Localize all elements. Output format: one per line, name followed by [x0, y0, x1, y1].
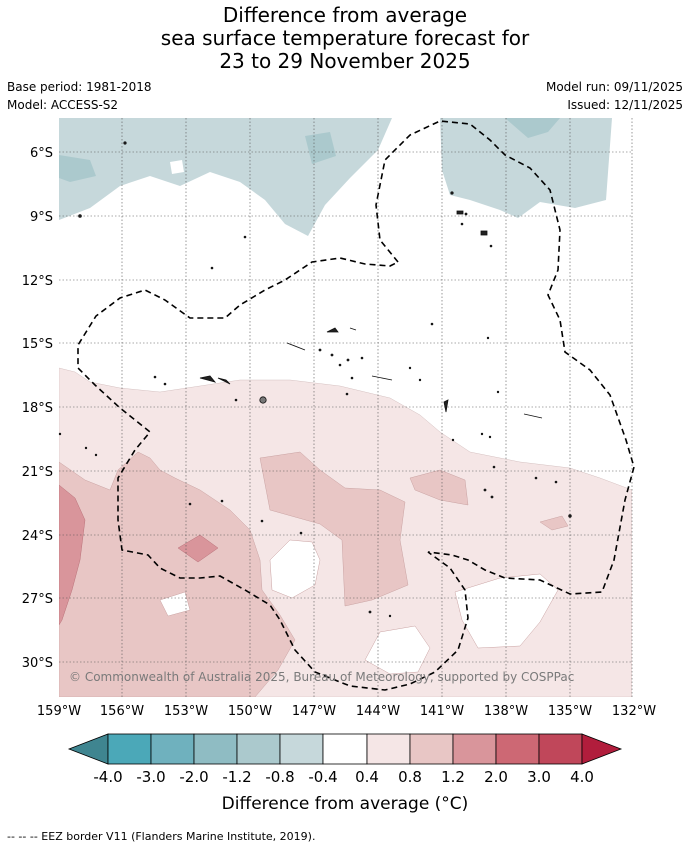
warm-region-medium-east	[409, 469, 469, 506]
copyright-text: © Commonwealth of Australia 2025, Bureau…	[69, 670, 574, 684]
chart-title: Difference from average sea surface temp…	[0, 4, 690, 73]
no-anomaly-hole-1	[269, 539, 321, 599]
base-period-text: Base period: 1981-2018	[7, 80, 152, 94]
colorbar-swatch-11	[538, 733, 583, 765]
cb-tick-6: -0.4	[308, 768, 337, 786]
colorbar-swatch-4	[236, 733, 281, 765]
colorbar-extend-left	[67, 733, 109, 765]
lat-label-30s: 30°S	[22, 656, 53, 671]
lon-label-144w: 144°W	[356, 704, 400, 719]
lat-label-9s: 9°S	[30, 210, 53, 225]
colorbar-swatch-1	[107, 733, 152, 765]
lat-label-15s: 15°S	[22, 337, 53, 352]
colorbar-title: Difference from average (°C)	[221, 794, 469, 814]
cb-tick-5: -0.8	[265, 768, 294, 786]
longitude-labels: 159°W 156°W 153°W 150°W 147°W 144°W 141°…	[37, 704, 656, 719]
islands	[58, 141, 572, 618]
model-text: Model: ACCESS-S2	[7, 98, 119, 112]
colorbar-swatch-9	[452, 733, 497, 765]
lon-label-153w: 153°W	[164, 704, 208, 719]
title-line-3: 23 to 29 November 2025	[219, 49, 471, 73]
lon-label-147w: 147°W	[292, 704, 336, 719]
cool-patch-right	[505, 118, 560, 138]
lon-label-150w: 150°W	[228, 704, 272, 719]
no-anomaly-hole	[170, 160, 184, 174]
colorbar-swatch-10	[495, 733, 540, 765]
cool-patch-mid	[305, 132, 336, 164]
eez-borders	[77, 120, 635, 691]
cool-region-left	[59, 118, 392, 236]
warm-region-medium-center	[259, 451, 409, 607]
title-line-2: sea surface temperature forecast for	[160, 26, 530, 50]
cb-tick-7: 0.4	[355, 768, 379, 786]
lon-label-138w: 138°W	[484, 704, 528, 719]
lon-label-135w: 135°W	[548, 704, 592, 719]
no-anomaly-hole-3	[454, 573, 559, 649]
cool-patch-left	[59, 155, 96, 182]
lat-label-21s: 21°S	[22, 465, 53, 480]
colorbar	[67, 733, 623, 765]
lon-label-156w: 156°W	[100, 704, 144, 719]
colorbar-tick-labels: -4.0 -3.0 -2.0 -1.2 -0.8 -0.4 0.4 0.8 1.…	[93, 768, 594, 786]
eez-border-french-polynesia	[77, 120, 635, 691]
lon-label-141w: 141°W	[420, 704, 464, 719]
lat-label-24s: 24°S	[22, 529, 53, 544]
warm-region-strong-center	[177, 534, 219, 563]
lat-label-18s: 18°S	[22, 401, 53, 416]
model-run-text: Model run: 09/11/2025	[545, 80, 683, 94]
colorbar-swatch-2	[150, 733, 195, 765]
lon-label-132w: 132°W	[612, 704, 656, 719]
colorbar-swatch-3	[193, 733, 238, 765]
sst-anomaly-field	[59, 118, 638, 697]
issued-text: Issued: 12/11/2025	[567, 98, 683, 112]
colorbar-swatch-5	[279, 733, 324, 765]
warm-region-medium-left	[59, 451, 296, 697]
lon-label-159w: 159°W	[37, 704, 81, 719]
meta-left: Base period: 1981-2018 Model: ACCESS-S2	[7, 78, 152, 114]
no-anomaly-edge-east	[632, 510, 638, 560]
cb-tick-8: 0.8	[398, 768, 422, 786]
colorbar-swatch-8	[409, 733, 454, 765]
warm-region-strong-left	[59, 484, 86, 626]
lat-label-27s: 27°S	[22, 592, 53, 607]
cb-tick-9: 1.2	[441, 768, 465, 786]
lat-label-12s: 12°S	[22, 274, 53, 289]
cb-tick-4: -1.2	[222, 768, 251, 786]
latitude-labels: 6°S 9°S 12°S 15°S 18°S 21°S 24°S 27°S 30…	[22, 146, 53, 671]
cb-tick-1: -4.0	[93, 768, 122, 786]
cb-tick-2: -3.0	[136, 768, 165, 786]
lat-label-6s: 6°S	[30, 146, 53, 161]
cb-tick-10: 2.0	[484, 768, 508, 786]
title-line-1: Difference from average	[222, 3, 468, 27]
warm-region-medium-far-east	[539, 515, 569, 531]
cb-tick-12: 4.0	[570, 768, 594, 786]
cb-tick-3: -2.0	[179, 768, 208, 786]
cb-tick-11: 3.0	[527, 768, 551, 786]
cool-region-right	[440, 118, 612, 218]
colorbar-extend-right	[581, 733, 623, 765]
gridlines	[59, 118, 633, 697]
eez-footnote: -- -- -- EEZ border V11 (Flanders Marine…	[7, 830, 316, 843]
meta-right: Model run: 09/11/2025 Issued: 12/11/2025	[546, 78, 683, 114]
colorbar-swatch-7	[366, 733, 411, 765]
colorbar-swatch-6	[322, 733, 368, 765]
